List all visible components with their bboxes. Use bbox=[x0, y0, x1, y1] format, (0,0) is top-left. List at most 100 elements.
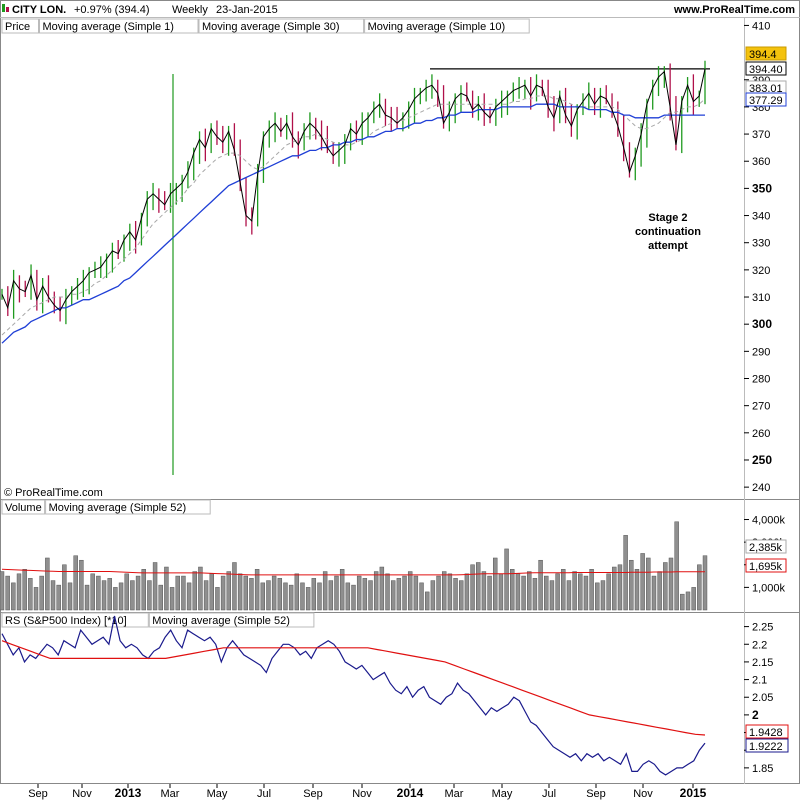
symbol-label: CITY LON. bbox=[12, 4, 66, 16]
rs-last-box bbox=[745, 738, 789, 753]
volume-bar bbox=[192, 571, 197, 611]
legend-item[interactable]: Price bbox=[5, 21, 30, 33]
volume-bar bbox=[447, 573, 453, 611]
volume-bar bbox=[260, 582, 266, 611]
volume-bar bbox=[22, 569, 27, 611]
volume-bar bbox=[476, 562, 481, 611]
price-tick-label: 260 bbox=[752, 428, 770, 440]
copyright-label: © ProRealTime.com bbox=[4, 487, 103, 499]
last-price-badge-box bbox=[745, 46, 787, 61]
volume-bar bbox=[600, 580, 606, 611]
ma1-value-badge-box bbox=[745, 61, 787, 76]
volume-bar bbox=[595, 582, 600, 611]
legend-item[interactable]: RS (S&P500 Index) [*10] bbox=[5, 615, 127, 627]
legend-box[interactable] bbox=[1, 499, 46, 515]
volume-bar bbox=[96, 575, 101, 611]
x-tick-label: Nov bbox=[352, 788, 372, 800]
x-tick-label: Mar bbox=[161, 788, 180, 800]
volume-bar bbox=[198, 566, 203, 611]
volume-bar bbox=[385, 573, 390, 611]
volume-bar bbox=[356, 575, 362, 611]
annotation-line-1: Stage 2 bbox=[648, 212, 687, 224]
volume-bar bbox=[430, 580, 436, 611]
legend-item[interactable]: Moving average (Simple 30) bbox=[202, 21, 340, 33]
volume-bar bbox=[634, 569, 640, 611]
volume-bar bbox=[464, 573, 470, 611]
legend-box[interactable] bbox=[364, 18, 530, 34]
volume-bar bbox=[254, 569, 260, 611]
volume-tick-label: 4,000k bbox=[752, 515, 786, 527]
volume-bar bbox=[5, 575, 10, 611]
change-label: +0.97% (394.4) bbox=[74, 4, 150, 16]
date-label: 23-Jan-2015 bbox=[216, 4, 278, 16]
volume-bar bbox=[16, 573, 22, 611]
volume-bar bbox=[67, 582, 73, 611]
volume-bar bbox=[458, 580, 464, 611]
legend-box[interactable] bbox=[198, 18, 365, 34]
volume-bar bbox=[39, 575, 44, 611]
volume-bar bbox=[481, 571, 487, 611]
site-label[interactable]: www.ProRealTime.com bbox=[673, 4, 795, 16]
ma10-line bbox=[1, 95, 706, 336]
rs-tick-label: 1.85 bbox=[752, 763, 773, 775]
period-label[interactable]: Weekly bbox=[172, 4, 208, 16]
volume-ma-box bbox=[745, 558, 787, 573]
volume-bar bbox=[101, 580, 107, 611]
legend-box[interactable] bbox=[45, 499, 211, 515]
x-tick-label: Sep bbox=[303, 788, 323, 800]
volume-bar bbox=[498, 573, 504, 611]
rs-panel-frame[interactable] bbox=[0, 612, 800, 784]
price-tick-label: 300 bbox=[752, 317, 772, 331]
volume-bar bbox=[249, 578, 254, 611]
volume-bar bbox=[685, 591, 691, 611]
legend-item[interactable]: Moving average (Simple 52) bbox=[49, 502, 187, 514]
price-tick-label: 330 bbox=[752, 238, 770, 250]
volume-bar bbox=[28, 578, 33, 611]
volume-ma-badge: 1,695k bbox=[749, 561, 783, 573]
volume-ma52-line bbox=[1, 568, 705, 576]
price-legend: Price Moving average (Simple 1) Moving ave… bbox=[1, 18, 530, 34]
volume-bar bbox=[487, 575, 492, 611]
legend-box[interactable] bbox=[39, 18, 199, 34]
volume-bar bbox=[396, 578, 402, 611]
legend-item[interactable]: Moving average (Simple 1) bbox=[43, 21, 174, 33]
legend-box[interactable] bbox=[148, 612, 315, 628]
ma1-line bbox=[1, 68, 706, 312]
volume-bar bbox=[646, 557, 651, 611]
volume-bar bbox=[45, 557, 50, 611]
volume-bar bbox=[629, 559, 634, 611]
ma30-value-badge-box bbox=[745, 92, 787, 107]
last-price-badge: 394.4 bbox=[749, 49, 777, 61]
volume-bar bbox=[305, 587, 311, 611]
volume-bar bbox=[589, 569, 594, 611]
volume-bar bbox=[373, 571, 379, 611]
volume-bar bbox=[79, 559, 84, 611]
volume-bar bbox=[657, 571, 662, 611]
legend-box[interactable] bbox=[1, 18, 39, 34]
volume-bar bbox=[362, 578, 368, 611]
rs-ma-badge: 1.9428 bbox=[749, 727, 783, 739]
rs-axis: 1.85 2 2.05 2.1 2.15 2.2 2.25 1.9428 1.9222 bbox=[744, 622, 789, 775]
volume-bar bbox=[277, 578, 283, 611]
volume-bar bbox=[33, 587, 39, 611]
volume-bar bbox=[702, 555, 708, 611]
price-series-layer bbox=[1, 60, 710, 475]
volume-bar bbox=[680, 593, 685, 611]
price-tick-label: 340 bbox=[752, 211, 770, 223]
legend-box[interactable] bbox=[1, 612, 149, 628]
annotation-line-3: attempt bbox=[648, 240, 688, 252]
legend-item[interactable]: Volume bbox=[5, 502, 42, 514]
legend-item[interactable]: Moving average (Simple 10) bbox=[368, 21, 506, 33]
volume-bar bbox=[181, 575, 186, 611]
volume-bar bbox=[640, 553, 645, 611]
rs-tick-label: 2.1 bbox=[752, 675, 767, 687]
volume-bar bbox=[339, 569, 345, 611]
volume-bar bbox=[158, 584, 163, 611]
volume-bar bbox=[226, 571, 231, 611]
volume-bar bbox=[390, 580, 396, 611]
volume-bar bbox=[572, 571, 577, 611]
rs-tick-label: 2.2 bbox=[752, 639, 767, 651]
volume-bar bbox=[544, 575, 549, 611]
legend-item[interactable]: Moving average (Simple 52) bbox=[152, 615, 290, 627]
x-tick-label: Jul bbox=[257, 788, 271, 800]
